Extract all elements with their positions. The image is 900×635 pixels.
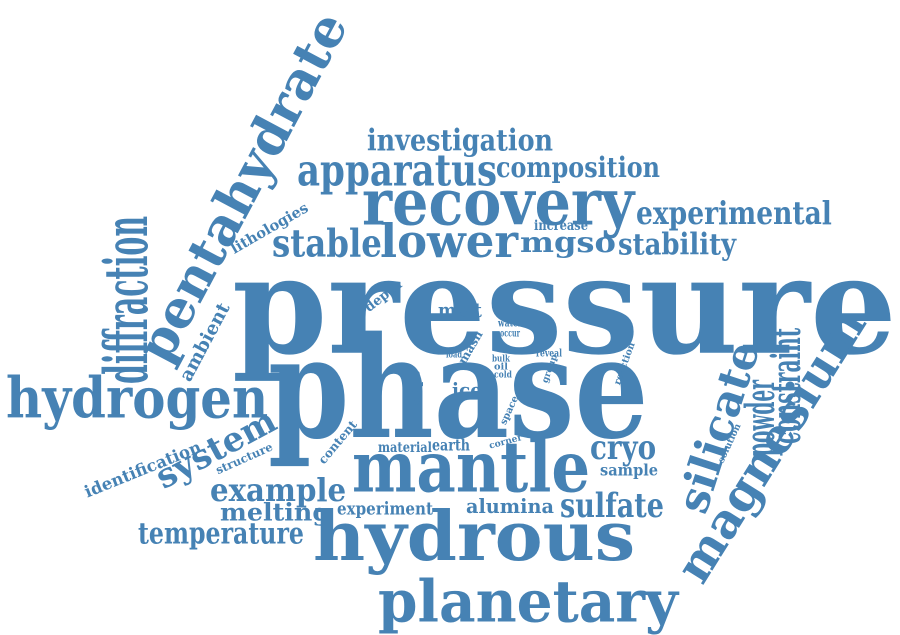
word-load: load bbox=[446, 349, 463, 360]
word-ice: ice bbox=[452, 378, 482, 402]
word-reveal: reveal bbox=[536, 347, 562, 359]
word-experimental: experimental bbox=[636, 194, 832, 232]
word-occur: occur bbox=[500, 327, 520, 339]
word-melting: melting bbox=[220, 497, 331, 527]
word-lower: lower bbox=[380, 213, 519, 269]
word-slope: slope bbox=[402, 370, 424, 406]
word-melt: melt bbox=[438, 298, 482, 322]
word-increase: increase bbox=[534, 216, 588, 234]
word-hydrogen: hydrogen bbox=[6, 364, 269, 432]
word-example: example bbox=[210, 471, 347, 509]
word-pressure: pressure bbox=[232, 225, 897, 386]
word-planetary: planetary bbox=[378, 566, 678, 635]
word-mantle: mantle bbox=[352, 425, 591, 509]
word-earth: earth bbox=[432, 435, 470, 455]
word-apparatus: apparatus bbox=[297, 144, 498, 196]
word-stability: stability bbox=[618, 226, 737, 262]
word-hydrous: hydrous bbox=[313, 495, 636, 577]
word-diffraction: diffraction bbox=[90, 216, 162, 384]
word-water: water bbox=[498, 317, 523, 329]
word-constraint: constraint bbox=[762, 327, 810, 444]
word-cryo: cryo bbox=[590, 426, 657, 468]
word-material: material bbox=[378, 438, 432, 456]
word-phase: phase bbox=[268, 305, 649, 471]
word-recovery: recovery bbox=[362, 164, 635, 240]
word-stable: stable bbox=[272, 220, 382, 266]
word-alumina: alumina bbox=[466, 494, 554, 518]
word-experiment: experiment bbox=[337, 497, 433, 519]
word-investigation: investigation bbox=[367, 122, 554, 158]
word-bulk: bulk bbox=[492, 353, 510, 364]
word-sulfate: sulfate bbox=[560, 484, 664, 526]
word-temperature: temperature bbox=[138, 515, 304, 551]
word-composition: composition bbox=[496, 150, 660, 184]
word-cold: cold bbox=[494, 369, 512, 380]
word-mgso: mgso bbox=[520, 225, 616, 259]
word-sample: sample bbox=[600, 460, 659, 480]
word-oil: oil bbox=[494, 361, 508, 372]
